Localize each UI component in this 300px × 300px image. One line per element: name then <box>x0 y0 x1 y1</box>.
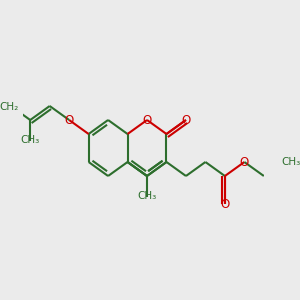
Text: CH₃: CH₃ <box>282 157 300 167</box>
Text: O: O <box>142 113 152 127</box>
Text: O: O <box>240 155 249 169</box>
Text: O: O <box>220 197 230 211</box>
Text: CH₃: CH₃ <box>21 135 40 145</box>
Text: CH₂: CH₂ <box>0 102 19 112</box>
Text: CH₃: CH₃ <box>137 191 157 201</box>
Text: O: O <box>64 113 74 127</box>
Text: O: O <box>181 113 190 127</box>
